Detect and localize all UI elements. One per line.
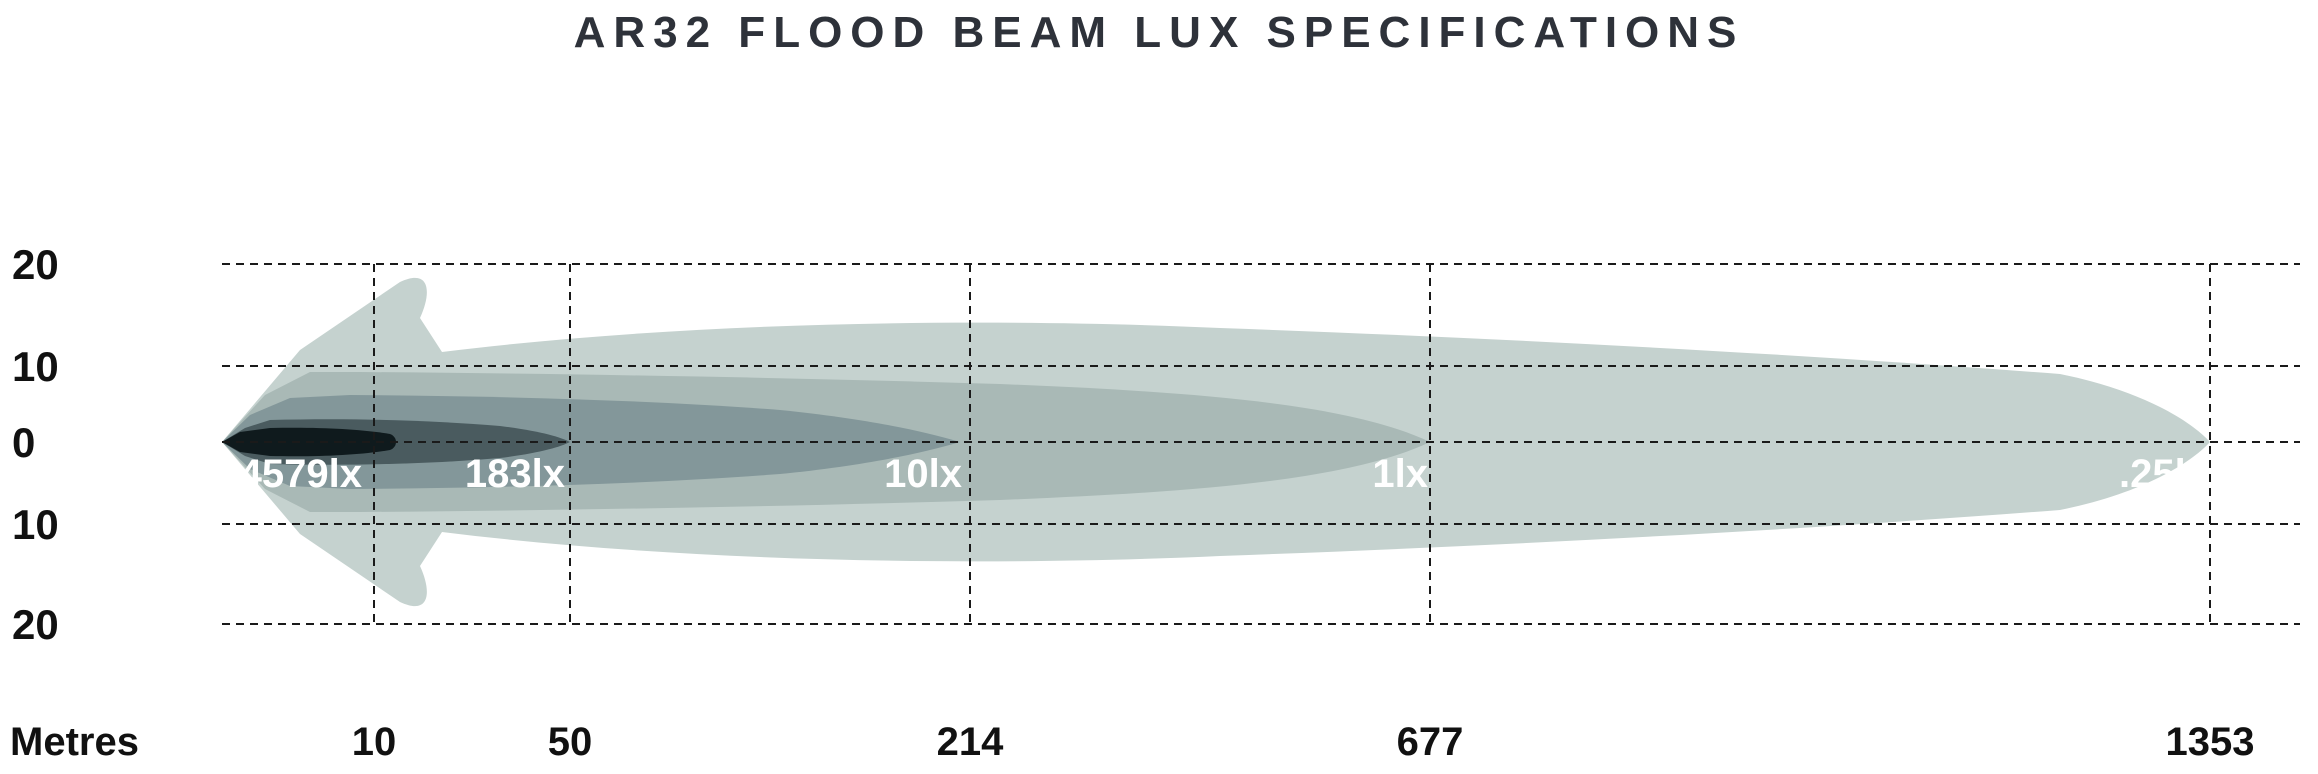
x-tick-label: 10 [352, 720, 397, 764]
lux-label: 183lx [465, 452, 565, 496]
lux-labels: 4579lx 183lx 10lx 1lx .25lx [240, 452, 2208, 496]
y-tick-labels: 20 10 0 10 20 [12, 241, 59, 648]
lux-label: 4579lx [240, 452, 362, 496]
x-tick-label: 214 [937, 720, 1004, 764]
x-tick-label: 677 [1397, 720, 1464, 764]
y-tick-label: 0 [12, 419, 35, 466]
x-axis-label: Metres [10, 720, 139, 764]
chart-title: AR32 FLOOD BEAM LUX SPECIFICATIONS [573, 8, 1745, 57]
lux-label: 1lx [1372, 452, 1428, 496]
y-tick-label: 10 [12, 501, 59, 548]
y-tick-label: 20 [12, 241, 59, 288]
x-tick-labels: 10 50 214 677 1353 [352, 720, 2255, 764]
lux-label: .25lx [2119, 452, 2208, 496]
y-tick-label: 10 [12, 343, 59, 390]
x-tick-label: 50 [548, 720, 593, 764]
y-tick-label: 20 [12, 601, 59, 648]
grid-lines [222, 263, 2300, 625]
x-tick-label: 1353 [2166, 720, 2255, 764]
lux-label: 10lx [884, 452, 962, 496]
